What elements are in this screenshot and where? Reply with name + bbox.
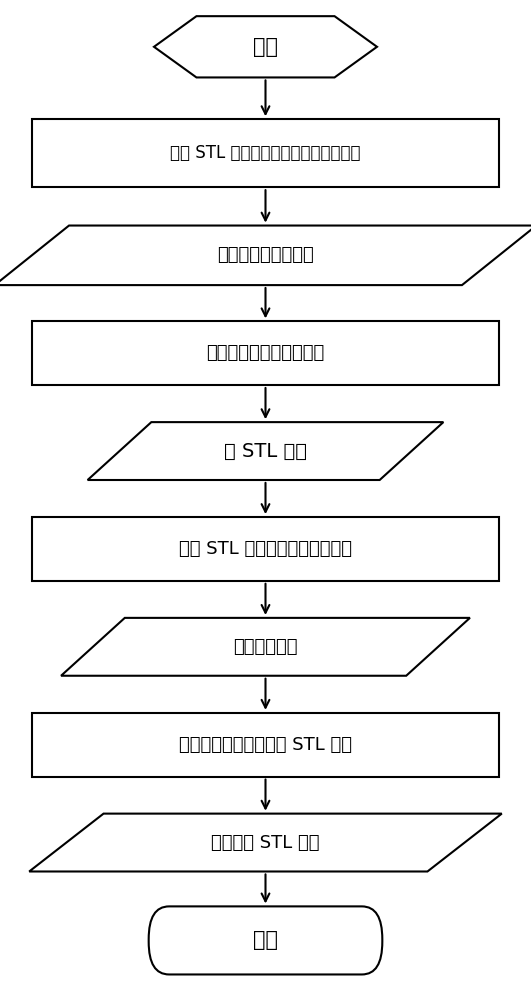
Text: 开始: 开始 <box>253 37 278 57</box>
Polygon shape <box>0 226 531 285</box>
Bar <box>32 517 499 581</box>
Text: 无干涉子 STL 模型: 无干涉子 STL 模型 <box>211 834 320 852</box>
Bar <box>32 119 499 187</box>
Text: 用被覆盖边界线裁剪子 STL 模型: 用被覆盖边界线裁剪子 STL 模型 <box>179 736 352 754</box>
Text: 从子 STL 模型搜索被覆盖边界线: 从子 STL 模型搜索被覆盖边界线 <box>179 540 352 558</box>
Text: 边界扩展法搜索相邻面片: 边界扩展法搜索相邻面片 <box>207 344 324 362</box>
Bar <box>32 321 499 385</box>
Text: 子 STL 模型: 子 STL 模型 <box>224 442 307 461</box>
Text: 结束: 结束 <box>253 930 278 950</box>
Text: 被覆盖边界线: 被覆盖边界线 <box>233 638 298 656</box>
Bar <box>32 713 499 777</box>
Polygon shape <box>61 618 470 676</box>
Polygon shape <box>88 422 443 480</box>
Polygon shape <box>29 814 502 871</box>
Text: 修改的翼边数据结构: 修改的翼边数据结构 <box>217 246 314 264</box>
Polygon shape <box>154 16 377 77</box>
Text: 读入 STL 三角网格模型并建立拓扑信息: 读入 STL 三角网格模型并建立拓扑信息 <box>170 144 361 162</box>
FancyBboxPatch shape <box>149 906 382 974</box>
